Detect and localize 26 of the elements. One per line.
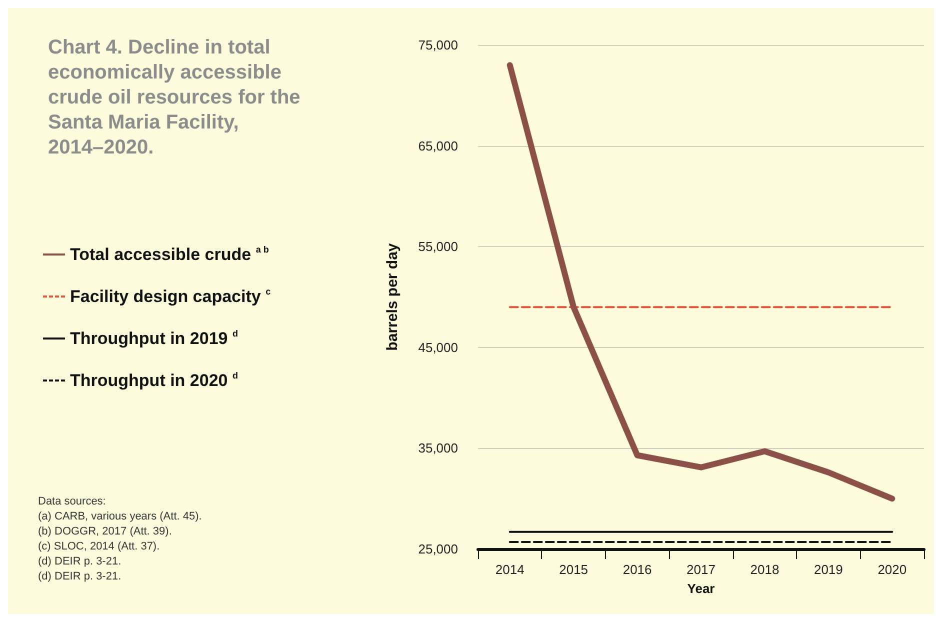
y-axis-title: barrels per day [384, 242, 401, 351]
y-tick-label: 55,000 [418, 239, 458, 254]
x-tick-label: 2018 [750, 562, 780, 577]
legend-label: Total accessible crude a b [70, 244, 270, 264]
text: Data sources: [38, 496, 106, 508]
x-tick-label: 2019 [814, 562, 843, 577]
x-tick-label: 2016 [622, 562, 652, 577]
text: (d) DEIR p. 3-21. [38, 556, 122, 568]
text: Chart 4. Decline in total economically accessible crude oil resources for the Santa Maria Facility, 2014–2020. [48, 36, 306, 158]
x-tick-label: 2015 [559, 562, 588, 577]
y-tick-label: 75,000 [418, 38, 458, 52]
x-tick-label: 2020 [878, 562, 907, 577]
x-tick-label: 2014 [495, 562, 524, 577]
y-tick-label: 35,000 [418, 440, 458, 456]
text: (d) DEIR p. 3-21. [38, 570, 122, 582]
legend-label: Throughput in 2020 d [70, 370, 238, 390]
x-tick-label: 2017 [686, 562, 716, 577]
text: (b) DOGGR, 2017 (Att. 39). [38, 526, 172, 538]
legend-label: Throughput in 2019 d [70, 328, 238, 348]
y-tick-label: 25,000 [418, 542, 458, 556]
y-tick-label: 65,000 [418, 138, 458, 154]
y-tick-label: 45,000 [418, 340, 458, 355]
x-axis-title: Year [687, 581, 715, 596]
text: (a) CARB, various years (Att. 45). [38, 510, 202, 522]
text: (c) SLOC, 2014 (Att. 37). [38, 540, 160, 552]
legend-label: Facility design capacity c [70, 286, 271, 306]
